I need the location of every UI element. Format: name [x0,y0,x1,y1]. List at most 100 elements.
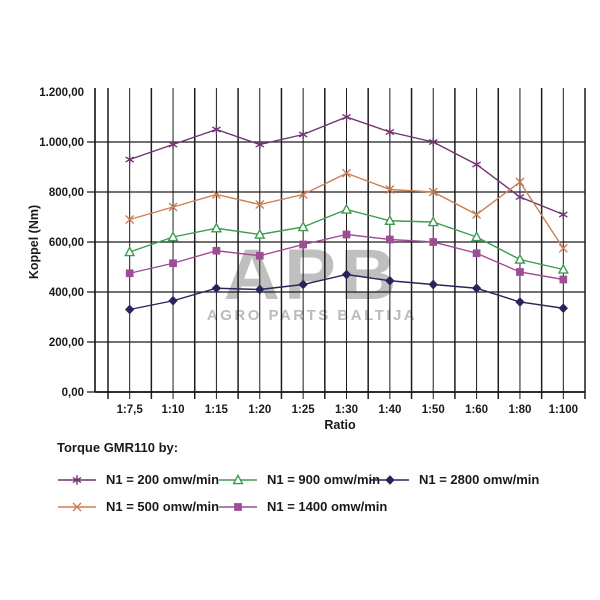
legend-item-label: N1 = 500 omw/min [106,499,220,514]
diamond-shape [385,275,395,286]
triangle-open-marker [340,203,353,214]
series-n1-200-omw-min [125,112,568,220]
asterisk-stroke [168,141,178,148]
asterisk-stroke [472,161,481,168]
x-tick-label: 1:60 [465,404,488,416]
x-marker [168,202,178,212]
x-marker [212,190,221,199]
x-marker [72,502,82,511]
y-tick-label: 800,00 [49,187,84,199]
triangle-shape [514,253,526,264]
x-stroke [72,502,82,511]
triangle-shape [557,263,569,274]
x-tick-label: 1:10 [162,404,185,416]
diamond-marker [124,304,135,315]
asterisk-stroke [298,131,308,138]
square-marker [234,502,242,511]
triangle-open-marker [232,473,244,484]
square-marker [169,259,177,268]
asterisk-marker [255,139,265,150]
triangle-open-marker [471,230,483,242]
triangle-open-marker [167,230,179,242]
square-shape [212,246,221,255]
legend-marker-swatch [58,474,96,485]
y-tick-label: 1.000,00 [39,137,84,149]
asterisk-stroke [515,194,525,200]
x-tick-label: 1:80 [508,404,531,416]
legend-item: N1 = 1400 omw/min [218,499,387,514]
legend-marker-swatch [371,474,409,485]
triangle-open-marker [427,215,439,227]
x-stroke [515,177,525,187]
x-tick-label: 1:25 [292,404,316,416]
diamond-marker [341,269,352,280]
series-n1-500-omw-min [125,168,568,253]
asterisk-stroke [255,141,265,148]
square-marker [516,268,524,276]
x-stroke [428,187,438,197]
triangle-open-marker [514,253,526,264]
diamond-marker [515,297,525,307]
diamond-shape [341,269,352,280]
triangle-open-marker [254,228,266,239]
x-marker [515,177,525,187]
square-marker [299,240,307,249]
diamond-shape [471,283,482,294]
x-stroke [168,202,178,212]
diamond-shape [515,297,525,307]
x-tick-label: 1:50 [422,404,445,416]
chart-svg: 0,00 200,00 400,00 600,00 800,00 1.000,00 1.20… [27,87,586,432]
triangle-shape [210,222,222,233]
diamond-marker [255,284,265,295]
asterisk-marker [515,192,525,202]
diamond-marker [385,275,395,286]
series-n1-1400-omw-min [125,230,568,284]
legend-items: N1 = 200 omw/min N1 = 500 omw/min N1 = 900… [57,466,597,520]
asterisk-stroke [342,114,351,120]
square-shape [125,269,134,278]
triangle-open-marker [210,222,222,233]
diamond-shape [385,474,395,485]
y-tick-label: 600,00 [49,237,84,249]
square-shape [169,259,177,268]
diamond-shape [428,279,438,290]
square-marker [472,249,481,258]
chart-legend: Torque GMR110 by: N1 = 200 omw/min N1 = 5… [57,440,597,520]
asterisk-stroke [428,139,438,145]
y-tick-label: 400,00 [49,287,84,299]
diamond-shape [211,283,222,294]
triangle-shape [124,245,136,257]
diamond-marker [558,303,569,314]
x-axis-title: Ratio [324,418,356,432]
asterisk-marker [298,129,308,140]
triangle-shape [427,215,439,227]
square-shape [299,240,307,249]
legend-item-label: N1 = 200 omw/min [106,472,220,487]
legend-item: N1 = 200 omw/min [57,472,220,487]
diamond-marker [211,283,222,294]
diamond-marker [298,279,308,290]
x-marker [125,215,134,224]
y-tick-label: 1.200,00 [39,87,84,99]
x-marker [298,190,308,199]
y-tick-label: 200,00 [49,337,84,349]
x-stroke [298,190,308,199]
triangle-shape [167,230,179,242]
asterisk-marker [212,124,221,135]
legend-marker-swatch [58,502,96,511]
x-marker [255,200,265,209]
x-tick-label: 1:15 [205,404,229,416]
x-marker [342,168,351,178]
triangle-open-marker [124,245,136,257]
watermark-subtext: AGRO PARTS BALTIJA [206,307,418,324]
legend-item-label: N1 = 900 omw/min [267,472,381,487]
diamond-marker [385,474,395,485]
square-shape [342,230,351,239]
x-marker [472,210,481,219]
x-tick-label: 1:30 [335,404,358,416]
diamond-marker [471,283,482,294]
diamond-shape [298,279,308,290]
asterisk-marker [72,474,82,485]
square-shape [234,502,242,511]
